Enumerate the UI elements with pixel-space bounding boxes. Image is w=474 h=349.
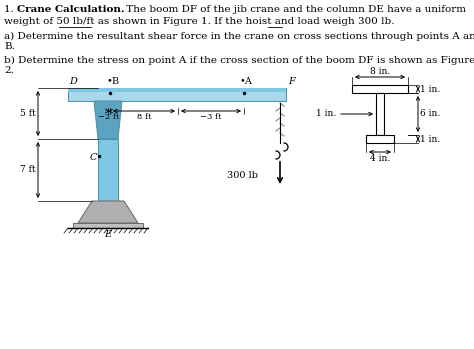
Text: 1.: 1. bbox=[4, 5, 17, 14]
Text: 1 in.: 1 in. bbox=[420, 134, 440, 143]
Text: 300 lb: 300 lb bbox=[227, 171, 258, 179]
Text: a) Determine the resultant shear force in the crane on cross sections through po: a) Determine the resultant shear force i… bbox=[4, 32, 474, 41]
Text: C: C bbox=[90, 153, 98, 162]
Text: E: E bbox=[104, 230, 111, 239]
Text: 7 ft: 7 ft bbox=[20, 165, 36, 174]
Polygon shape bbox=[78, 201, 138, 223]
Text: −2 ft: −2 ft bbox=[98, 113, 120, 121]
Text: b) Determine the stress on point A if the cross section of the boom DF is shown : b) Determine the stress on point A if th… bbox=[4, 56, 474, 65]
Text: B.: B. bbox=[4, 42, 15, 51]
Text: 6 in.: 6 in. bbox=[420, 110, 440, 119]
Text: The boom DF of the jib crane and the column DE have a uniform: The boom DF of the jib crane and the col… bbox=[123, 5, 466, 14]
Text: •A: •A bbox=[240, 77, 253, 86]
Text: •B: •B bbox=[107, 77, 120, 86]
Text: 5 ft: 5 ft bbox=[20, 109, 36, 118]
Bar bbox=[73, 223, 143, 228]
Text: 2.: 2. bbox=[4, 66, 14, 75]
Bar bbox=[366, 135, 394, 143]
Text: 8 in.: 8 in. bbox=[370, 67, 390, 76]
Text: −3 ft: −3 ft bbox=[200, 113, 222, 121]
Bar bbox=[68, 88, 286, 101]
Text: F: F bbox=[288, 77, 295, 86]
Text: 8 ft: 8 ft bbox=[137, 113, 151, 121]
Bar bbox=[352, 85, 408, 93]
Text: 1 in.: 1 in. bbox=[316, 110, 336, 119]
Polygon shape bbox=[94, 101, 122, 139]
Text: weight of 50 lb/ft as shown in Figure 1. If the hoist and load weigh 300 lb.: weight of 50 lb/ft as shown in Figure 1.… bbox=[4, 17, 394, 26]
Text: 1 in.: 1 in. bbox=[420, 84, 440, 94]
Bar bbox=[98, 139, 118, 201]
Bar bbox=[68, 88, 286, 92]
Text: D: D bbox=[69, 77, 77, 86]
Bar bbox=[376, 93, 384, 135]
Text: 4 in.: 4 in. bbox=[370, 154, 390, 163]
Text: Crane Calculation.: Crane Calculation. bbox=[17, 5, 125, 14]
